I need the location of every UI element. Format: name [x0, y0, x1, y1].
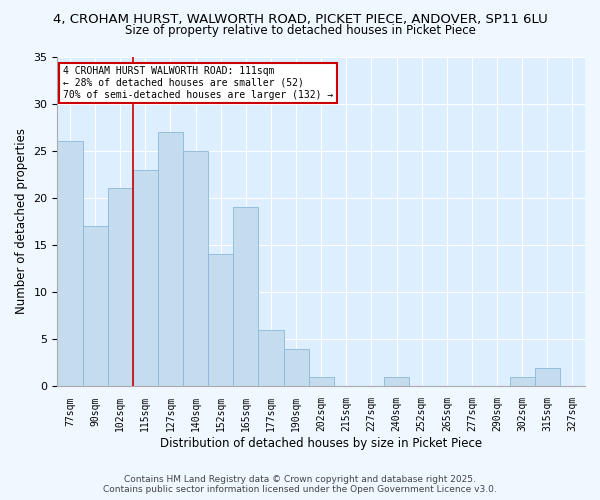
X-axis label: Distribution of detached houses by size in Picket Piece: Distribution of detached houses by size … — [160, 437, 482, 450]
Text: 4 CROHAM HURST WALWORTH ROAD: 111sqm
← 28% of detached houses are smaller (52)
7: 4 CROHAM HURST WALWORTH ROAD: 111sqm ← 2… — [62, 66, 333, 100]
Bar — [284, 349, 308, 387]
Bar — [107, 188, 133, 386]
Bar — [133, 170, 158, 386]
Bar — [83, 226, 107, 386]
Bar — [208, 254, 233, 386]
Bar — [158, 132, 183, 386]
Text: Contains HM Land Registry data © Crown copyright and database right 2025.
Contai: Contains HM Land Registry data © Crown c… — [103, 474, 497, 494]
Y-axis label: Number of detached properties: Number of detached properties — [15, 128, 28, 314]
Bar — [308, 377, 334, 386]
Bar — [183, 151, 208, 386]
Text: 4, CROHAM HURST, WALWORTH ROAD, PICKET PIECE, ANDOVER, SP11 6LU: 4, CROHAM HURST, WALWORTH ROAD, PICKET P… — [53, 12, 547, 26]
Bar — [259, 330, 284, 386]
Bar — [509, 377, 535, 386]
Bar — [384, 377, 409, 386]
Text: Size of property relative to detached houses in Picket Piece: Size of property relative to detached ho… — [125, 24, 475, 37]
Bar — [58, 142, 83, 386]
Bar — [535, 368, 560, 386]
Bar — [233, 208, 259, 386]
